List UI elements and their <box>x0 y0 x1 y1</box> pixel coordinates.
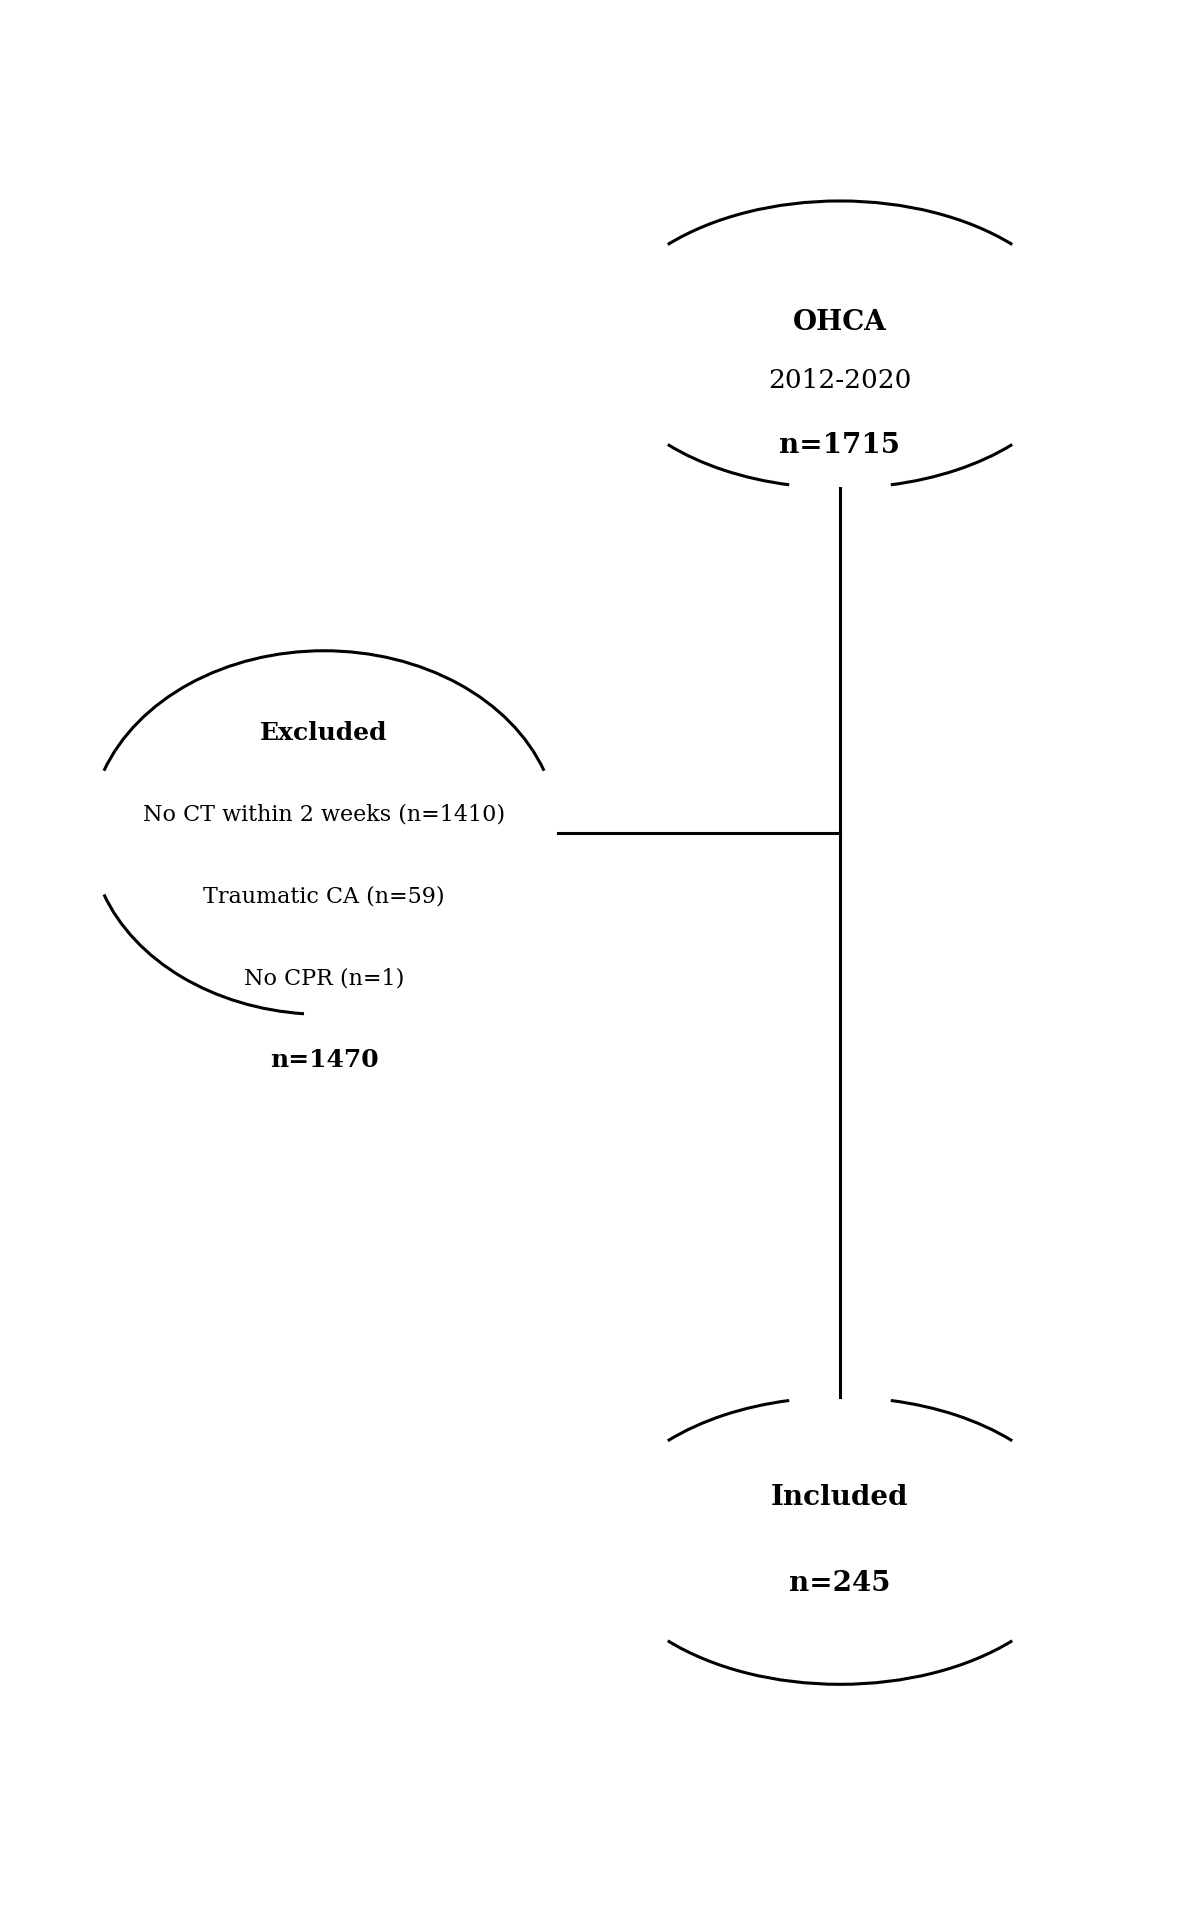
Text: No CPR (n=1): No CPR (n=1) <box>244 967 404 990</box>
Text: Traumatic CA (n=59): Traumatic CA (n=59) <box>203 886 445 907</box>
Text: No CT within 2 weeks (n=1410): No CT within 2 weeks (n=1410) <box>143 804 505 825</box>
Text: OHCA: OHCA <box>793 310 887 337</box>
Text: n=1715: n=1715 <box>780 431 900 459</box>
Text: n=245: n=245 <box>790 1569 890 1598</box>
Text: Included: Included <box>772 1483 908 1512</box>
Text: 2012-2020: 2012-2020 <box>768 367 912 392</box>
Text: Excluded: Excluded <box>260 720 388 745</box>
Text: n=1470: n=1470 <box>270 1047 378 1072</box>
